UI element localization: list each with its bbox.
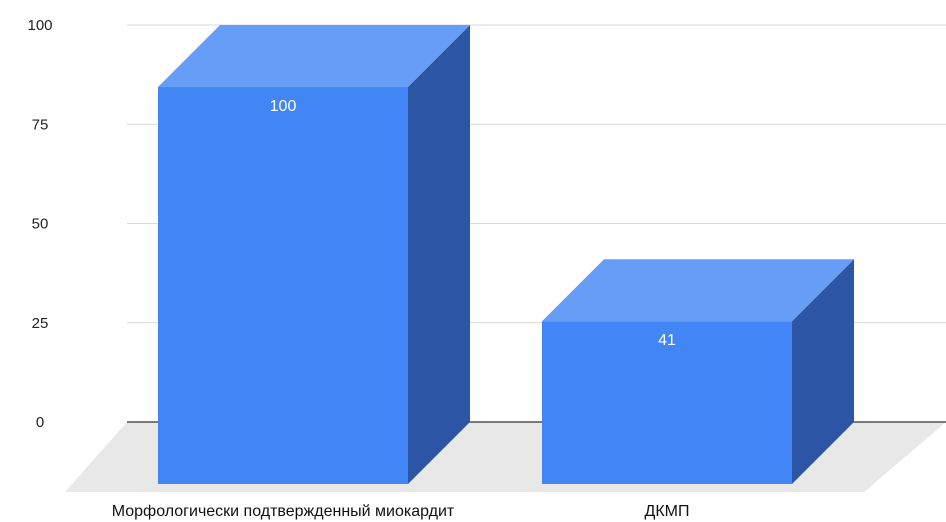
category-label: ДКМП bbox=[645, 503, 690, 520]
y-tick-label: 25 bbox=[32, 315, 49, 332]
y-tick-label: 50 bbox=[32, 216, 49, 233]
bar-side-face bbox=[408, 25, 470, 484]
bar-data-label: 41 bbox=[658, 332, 676, 349]
bar-0: 100 bbox=[158, 25, 470, 484]
y-tick-label: 0 bbox=[36, 414, 44, 431]
bar-1: 41 bbox=[542, 259, 854, 484]
bar-data-label: 100 bbox=[270, 98, 297, 115]
bars: 100 41 bbox=[158, 25, 854, 484]
bar-front-face bbox=[158, 87, 408, 484]
y-tick-label: 75 bbox=[32, 116, 49, 133]
y-axis-ticks: 0 25 50 75 100 bbox=[27, 17, 52, 431]
category-label: Морфологически подтвержденный миокардит bbox=[112, 503, 455, 520]
y-tick-label: 100 bbox=[27, 17, 52, 34]
category-labels: Морфологически подтвержденный миокардит Д… bbox=[112, 503, 690, 520]
